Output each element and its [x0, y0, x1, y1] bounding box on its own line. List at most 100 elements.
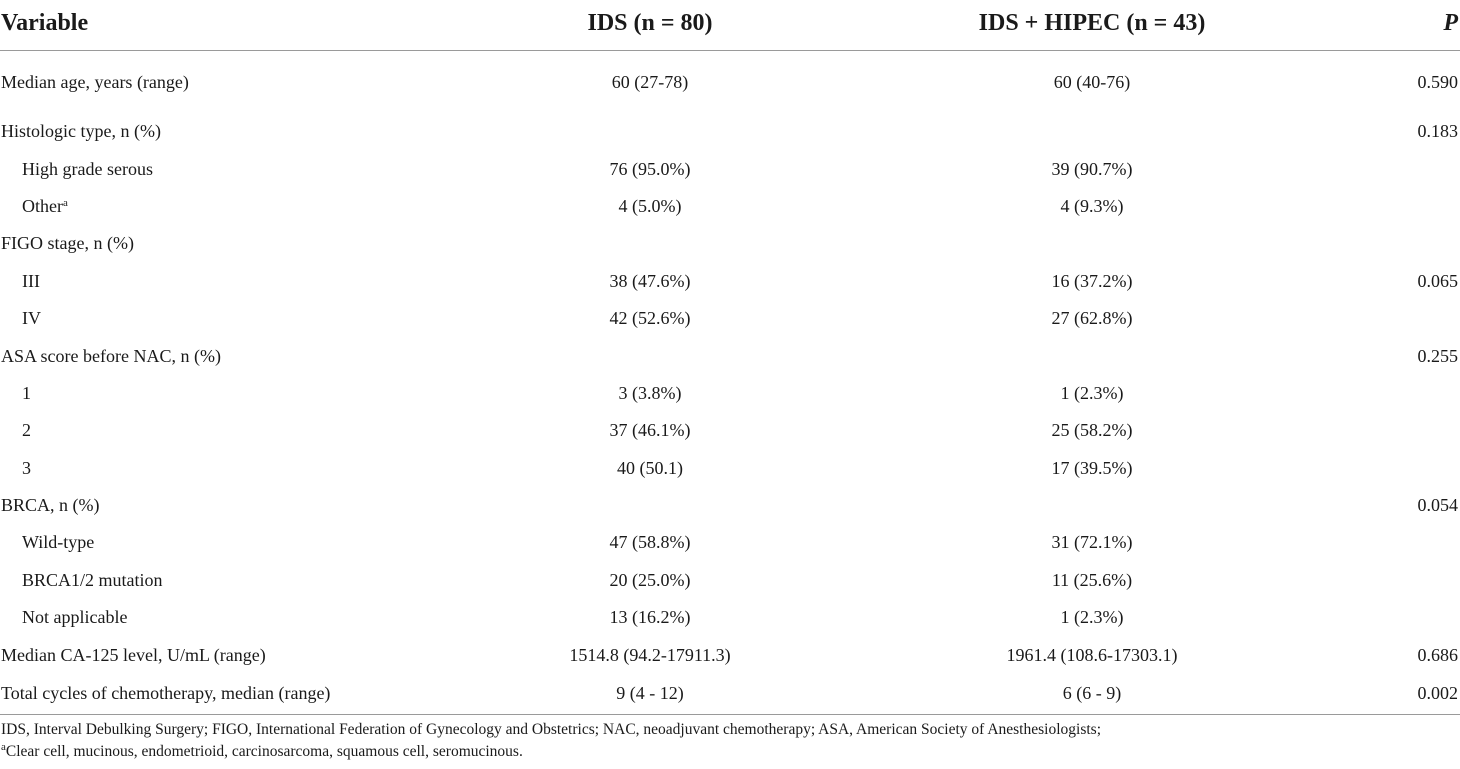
cell-variable: 1 — [0, 375, 480, 412]
table-header: Variable IDS (n = 80) IDS + HIPEC (n = 4… — [0, 0, 1460, 51]
cell-variable: Not applicable — [0, 599, 480, 636]
footnote-a-marker: a — [1, 741, 6, 753]
cell-ids — [480, 225, 820, 262]
cell-variable: Median CA-125 level, U/mL (range) — [0, 636, 480, 673]
variable-label: IV — [22, 308, 41, 329]
cell-ids: 3 (3.8%) — [618, 382, 682, 403]
header-p-value: P — [1300, 0, 1460, 51]
cell-ids-hipec: 4 (9.3%) — [1060, 195, 1124, 216]
cell-p-value — [1300, 300, 1460, 337]
cell-ids-hipec — [820, 225, 1300, 262]
cell-p-value — [1300, 150, 1460, 187]
cell-ids-hipec: 31 (72.1%) — [1051, 532, 1133, 553]
cell-ids: 42 (52.6%) — [609, 308, 691, 329]
variable-label: Not applicable — [22, 607, 128, 628]
variable-label: BRCA, n (%) — [1, 495, 100, 516]
cell-ids: 47 (58.8%) — [609, 532, 691, 553]
cell-variable: 3 — [0, 450, 480, 487]
cell-ids: 20 (25.0%) — [609, 569, 691, 590]
cell-p-value: 0.590 — [1417, 71, 1459, 92]
cell-variable: III — [0, 263, 480, 300]
variable-label: 3 — [22, 457, 31, 478]
cell-ids-hipec: 1 (2.3%) — [1060, 607, 1124, 628]
cell-variable: Othera — [0, 188, 480, 225]
variable-label: Other — [22, 195, 63, 216]
table-row: Median CA-125 level, U/mL (range) 1514.8 … — [0, 636, 1460, 673]
table-row: 2 37 (46.1%) 25 (58.2%) — [0, 412, 1460, 449]
cell-ids: 13 (16.2%) — [609, 607, 691, 628]
cell-ids-hipec: 11 (25.6%) — [1051, 569, 1133, 590]
cell-ids-hipec: 27 (62.8%) — [1051, 308, 1133, 329]
table-row: III 38 (47.6%) 16 (37.2%) 0.065 — [0, 263, 1460, 300]
cell-ids: 4 (5.0%) — [618, 195, 682, 216]
variable-label: Wild-type — [22, 532, 95, 553]
cell-variable: BRCA1/2 mutation — [0, 562, 480, 599]
cell-ids — [480, 113, 820, 150]
table-row: Median age, years (range) 60 (27-78) 60 (4… — [0, 51, 1460, 114]
footnote-abbreviations: IDS, Interval Debulking Surgery; FIGO, I… — [1, 721, 1102, 738]
cell-variable: ASA score before NAC, n (%) — [0, 337, 480, 374]
baseline-characteristics-table: Variable IDS (n = 80) IDS + HIPEC (n = 4… — [0, 0, 1460, 715]
cell-p-value: 0.686 — [1417, 644, 1459, 665]
cell-ids-hipec: 60 (40-76) — [1053, 71, 1131, 92]
table-row: FIGO stage, n (%) — [0, 225, 1460, 262]
cell-variable: Total cycles of chemotherapy, median (ra… — [0, 673, 480, 715]
cell-ids-hipec: 39 (90.7%) — [1051, 158, 1133, 179]
cell-p-value — [1300, 450, 1460, 487]
variable-label: Histologic type, n (%) — [1, 121, 161, 142]
cell-ids — [480, 487, 820, 524]
cell-p-value: 0.054 — [1417, 495, 1459, 516]
cell-variable: Histologic type, n (%) — [0, 113, 480, 150]
footnote-a-text: Clear cell, mucinous, endometrioid, carc… — [5, 743, 523, 760]
table-row: BRCA1/2 mutation 20 (25.0%) 11 (25.6%) — [0, 562, 1460, 599]
cell-ids-hipec — [820, 487, 1300, 524]
variable-label: Median age, years (range) — [1, 71, 189, 92]
table-row: Total cycles of chemotherapy, median (ra… — [0, 673, 1460, 715]
variable-label: III — [22, 270, 40, 291]
table-row: 1 3 (3.8%) 1 (2.3%) — [0, 375, 1460, 412]
cell-p-value — [1300, 524, 1460, 561]
cell-ids-hipec: 6 (6 - 9) — [820, 673, 1300, 715]
cell-ids-hipec: 1 (2.3%) — [1060, 382, 1124, 403]
cell-variable: High grade serous — [0, 150, 480, 187]
table-row: Wild-type 47 (58.8%) 31 (72.1%) — [0, 524, 1460, 561]
variable-label: High grade serous — [22, 158, 153, 179]
cell-ids-hipec — [820, 113, 1300, 150]
cell-ids-hipec: 17 (39.5%) — [1051, 457, 1133, 478]
cell-ids: 9 (4 - 12) — [480, 673, 820, 715]
cell-ids: 37 (46.1%) — [609, 420, 691, 441]
variable-label: BRCA1/2 mutation — [22, 569, 163, 590]
table-row: Histologic type, n (%) 0.183 — [0, 113, 1460, 150]
cell-variable: Wild-type — [0, 524, 480, 561]
cell-p-value: 0.002 — [1300, 673, 1460, 715]
cell-variable: Median age, years (range) — [0, 51, 480, 114]
variable-label: 1 — [22, 382, 31, 403]
cell-variable: 2 — [0, 412, 480, 449]
cell-ids: 40 (50.1) — [617, 457, 683, 478]
cell-ids — [480, 337, 820, 374]
table-row: Othera 4 (5.0%) 4 (9.3%) — [0, 188, 1460, 225]
cell-variable: BRCA, n (%) — [0, 487, 480, 524]
table-footnotes: IDS, Interval Debulking Surgery; FIGO, I… — [1, 719, 1456, 763]
table-row: IV 42 (52.6%) 27 (62.8%) — [0, 300, 1460, 337]
cell-ids: 1514.8 (94.2-17911.3) — [569, 644, 731, 665]
table-body: Median age, years (range) 60 (27-78) 60 (4… — [0, 51, 1460, 715]
cell-ids-hipec: 1961.4 (108.6-17303.1) — [1006, 644, 1178, 665]
header-row: Variable IDS (n = 80) IDS + HIPEC (n = 4… — [0, 0, 1460, 51]
cell-ids-hipec: 16 (37.2%) — [1051, 270, 1133, 291]
cell-p-value: 0.183 — [1417, 121, 1459, 142]
variable-label: Total cycles of chemotherapy, median (ra… — [1, 683, 331, 704]
cell-p-value — [1300, 375, 1460, 412]
header-variable: Variable — [0, 0, 480, 51]
cell-ids-hipec: 25 (58.2%) — [1051, 420, 1133, 441]
variable-label: Median CA-125 level, U/mL (range) — [1, 644, 266, 665]
table-row: ASA score before NAC, n (%) 0.255 — [0, 337, 1460, 374]
table-row: 3 40 (50.1) 17 (39.5%) — [0, 450, 1460, 487]
variable-label: 2 — [22, 420, 31, 441]
table-row: BRCA, n (%) 0.054 — [0, 487, 1460, 524]
cell-p-value — [1300, 188, 1460, 225]
cell-ids: 76 (95.0%) — [609, 158, 691, 179]
footnote-marker: a — [62, 196, 68, 209]
cell-ids: 60 (27-78) — [611, 71, 689, 92]
